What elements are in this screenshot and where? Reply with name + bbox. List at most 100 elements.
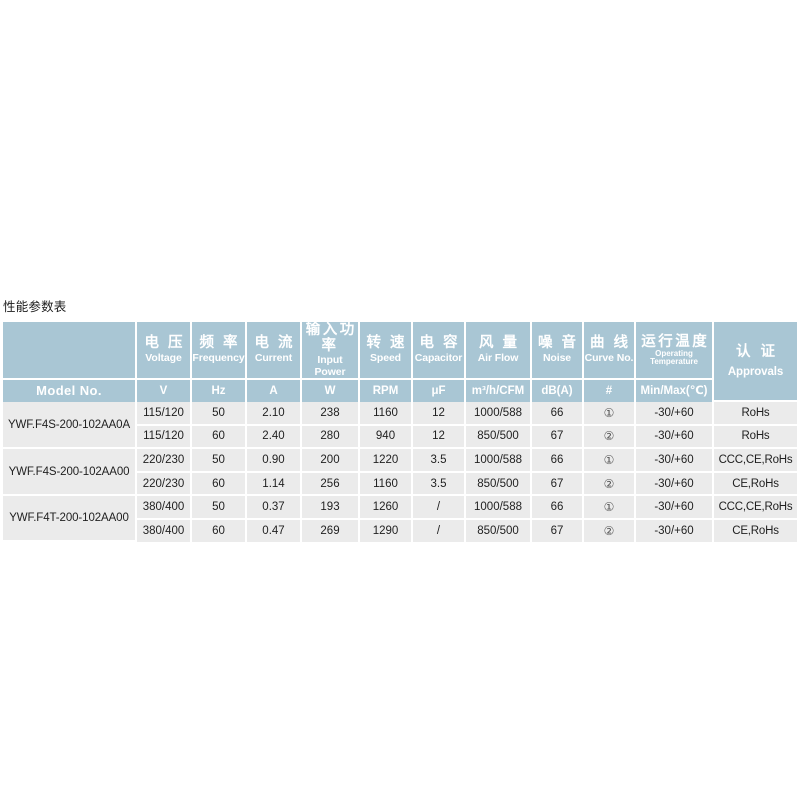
header-input-power-cn: 输入功率 bbox=[305, 322, 357, 354]
cell-curve-no: ② bbox=[584, 519, 636, 542]
table-body: YWF.F4S-200-102AA0A 115/120 50 2.10 238 … bbox=[3, 401, 797, 542]
cell-input-power: 200 bbox=[302, 449, 360, 473]
header-current-en: Current bbox=[254, 352, 293, 365]
header-air-flow-en: Air Flow bbox=[477, 352, 519, 365]
cell-capacitor: 3.5 bbox=[413, 449, 466, 473]
cell-noise: 66 bbox=[532, 496, 584, 520]
header-unit-noise-label: dB(A) bbox=[541, 384, 573, 397]
table-row: 220/230 60 1.14 256 1160 3.5 850/500 67 … bbox=[3, 472, 797, 497]
cell-noise: 67 bbox=[532, 472, 584, 497]
header-unit-operating-temperature: Min/Max(℃) bbox=[636, 379, 714, 402]
cell-voltage: 380/400 bbox=[137, 519, 192, 542]
header-air-flow: 风 量 Air Flow bbox=[466, 322, 532, 380]
cell-current: 0.37 bbox=[247, 496, 302, 520]
header-voltage-cn: 电 压 bbox=[144, 335, 186, 352]
header-operating-temperature: 运行温度 Operating Temperature bbox=[636, 322, 714, 380]
cell-input-power: 238 bbox=[302, 401, 360, 426]
header-unit-air-flow-label: m³/h/CFM bbox=[471, 384, 525, 397]
cell-voltage: 220/230 bbox=[137, 449, 192, 473]
cell-capacitor: 12 bbox=[413, 425, 466, 450]
cell-noise: 66 bbox=[532, 401, 584, 426]
header-noise-cn: 噪 音 bbox=[537, 335, 579, 352]
cell-air-flow: 1000/588 bbox=[466, 401, 532, 426]
table-row: YWF.F4S-200-102AA0A 115/120 50 2.10 238 … bbox=[3, 401, 797, 450]
cell-operating-temperature: -30/+60 bbox=[636, 449, 714, 473]
header-unit-frequency: Hz bbox=[192, 379, 247, 402]
header-operating-temperature-en-line2: Temperature bbox=[650, 357, 698, 367]
cell-curve-no: ① bbox=[584, 496, 636, 520]
header-unit-frequency-label: Hz bbox=[211, 384, 226, 397]
header-capacitor-cn: 电 容 bbox=[419, 335, 461, 352]
table-row: 380/400 60 0.47 269 1290 / 850/500 67 ② … bbox=[3, 519, 797, 542]
header-unit-current: A bbox=[247, 379, 302, 402]
header-unit-input-power: W bbox=[302, 379, 360, 402]
cell-input-power: 256 bbox=[302, 472, 360, 497]
header-current: 电 流 Current bbox=[247, 322, 302, 380]
cell-frequency: 60 bbox=[192, 472, 247, 497]
header-current-cn: 电 流 bbox=[254, 335, 296, 352]
header-curve-no: 曲 线 Curve No. bbox=[584, 322, 636, 380]
header-frequency-cn: 频 率 bbox=[199, 335, 241, 352]
cell-input-power: 280 bbox=[302, 425, 360, 450]
header-capacitor: 电 容 Capacitor bbox=[413, 322, 466, 380]
cell-air-flow: 850/500 bbox=[466, 425, 532, 450]
cell-voltage: 115/120 bbox=[137, 425, 192, 450]
cell-frequency: 60 bbox=[192, 519, 247, 542]
cell-frequency: 50 bbox=[192, 496, 247, 520]
header-voltage: 电 压 Voltage bbox=[137, 322, 192, 380]
header-approvals-cn: 认 证 bbox=[735, 343, 779, 360]
cell-speed: 940 bbox=[360, 425, 413, 450]
header-unit-operating-temperature-label: Min/Max(℃) bbox=[640, 384, 708, 397]
header-model-no-label: Model No. bbox=[36, 382, 102, 398]
header-speed-en: Speed bbox=[369, 352, 401, 365]
cell-approvals: CCC,CE,RoHs bbox=[714, 449, 797, 473]
table-row: YWF.F4T-200-102AA00 380/400 50 0.37 193 … bbox=[3, 496, 797, 542]
header-frequency: 频 率 Frequency bbox=[192, 322, 247, 380]
cell-operating-temperature: -30/+60 bbox=[636, 401, 714, 426]
cell-air-flow: 1000/588 bbox=[466, 449, 532, 473]
header-unit-input-power-label: W bbox=[324, 384, 336, 397]
header-unit-speed-label: RPM bbox=[372, 384, 399, 397]
header-noise: 噪 音 Noise bbox=[532, 322, 584, 380]
cell-capacitor: / bbox=[413, 496, 466, 520]
cell-speed: 1220 bbox=[360, 449, 413, 473]
header-operating-temperature-cn: 运行温度 bbox=[641, 333, 710, 350]
cell-speed: 1260 bbox=[360, 496, 413, 520]
cell-current: 2.10 bbox=[247, 401, 302, 426]
cell-operating-temperature: -30/+60 bbox=[636, 472, 714, 497]
header-voltage-en: Voltage bbox=[145, 352, 182, 365]
header-unit-capacitor: μF bbox=[413, 379, 466, 402]
cell-air-flow: 1000/588 bbox=[466, 496, 532, 520]
header-curve-no-cn: 曲 线 bbox=[589, 335, 631, 352]
cell-air-flow: 850/500 bbox=[466, 519, 532, 542]
header-unit-voltage-label: V bbox=[159, 384, 168, 397]
header-model-no: Model No. bbox=[3, 379, 137, 402]
cell-curve-no: ① bbox=[584, 401, 636, 426]
header-capacitor-en: Capacitor bbox=[414, 352, 463, 365]
cell-current: 1.14 bbox=[247, 472, 302, 497]
cell-noise: 66 bbox=[532, 449, 584, 473]
cell-curve-no: ② bbox=[584, 472, 636, 497]
cell-capacitor: 3.5 bbox=[413, 472, 466, 497]
table-row: 115/120 60 2.40 280 940 12 850/500 67 ② … bbox=[3, 425, 797, 450]
header-speed-cn: 转 速 bbox=[366, 335, 408, 352]
header-unit-noise: dB(A) bbox=[532, 379, 584, 402]
header-unit-speed: RPM bbox=[360, 379, 413, 402]
specification-table: 电 压 Voltage 频 率 Frequency 电 流 Current 输入… bbox=[3, 322, 797, 542]
header-row-primary: 电 压 Voltage 频 率 Frequency 电 流 Current 输入… bbox=[3, 322, 797, 402]
cell-current: 0.90 bbox=[247, 449, 302, 473]
cell-capacitor: / bbox=[413, 519, 466, 542]
cell-frequency: 50 bbox=[192, 449, 247, 473]
cell-operating-temperature: -30/+60 bbox=[636, 425, 714, 450]
cell-current: 2.40 bbox=[247, 425, 302, 450]
cell-noise: 67 bbox=[532, 519, 584, 542]
cell-voltage: 115/120 bbox=[137, 401, 192, 426]
header-input-power-en: Input Power bbox=[314, 354, 346, 378]
cell-frequency: 60 bbox=[192, 425, 247, 450]
cell-model-no: YWF.F4S-200-102AA0A bbox=[3, 401, 137, 450]
header-unit-voltage: V bbox=[137, 379, 192, 402]
cell-model-no: YWF.F4S-200-102AA00 bbox=[3, 449, 137, 497]
header-input-power: 输入功率 Input Power bbox=[302, 322, 360, 380]
table-row: YWF.F4S-200-102AA00 220/230 50 0.90 200 … bbox=[3, 449, 797, 497]
cell-approvals: CCC,CE,RoHs bbox=[714, 496, 797, 520]
